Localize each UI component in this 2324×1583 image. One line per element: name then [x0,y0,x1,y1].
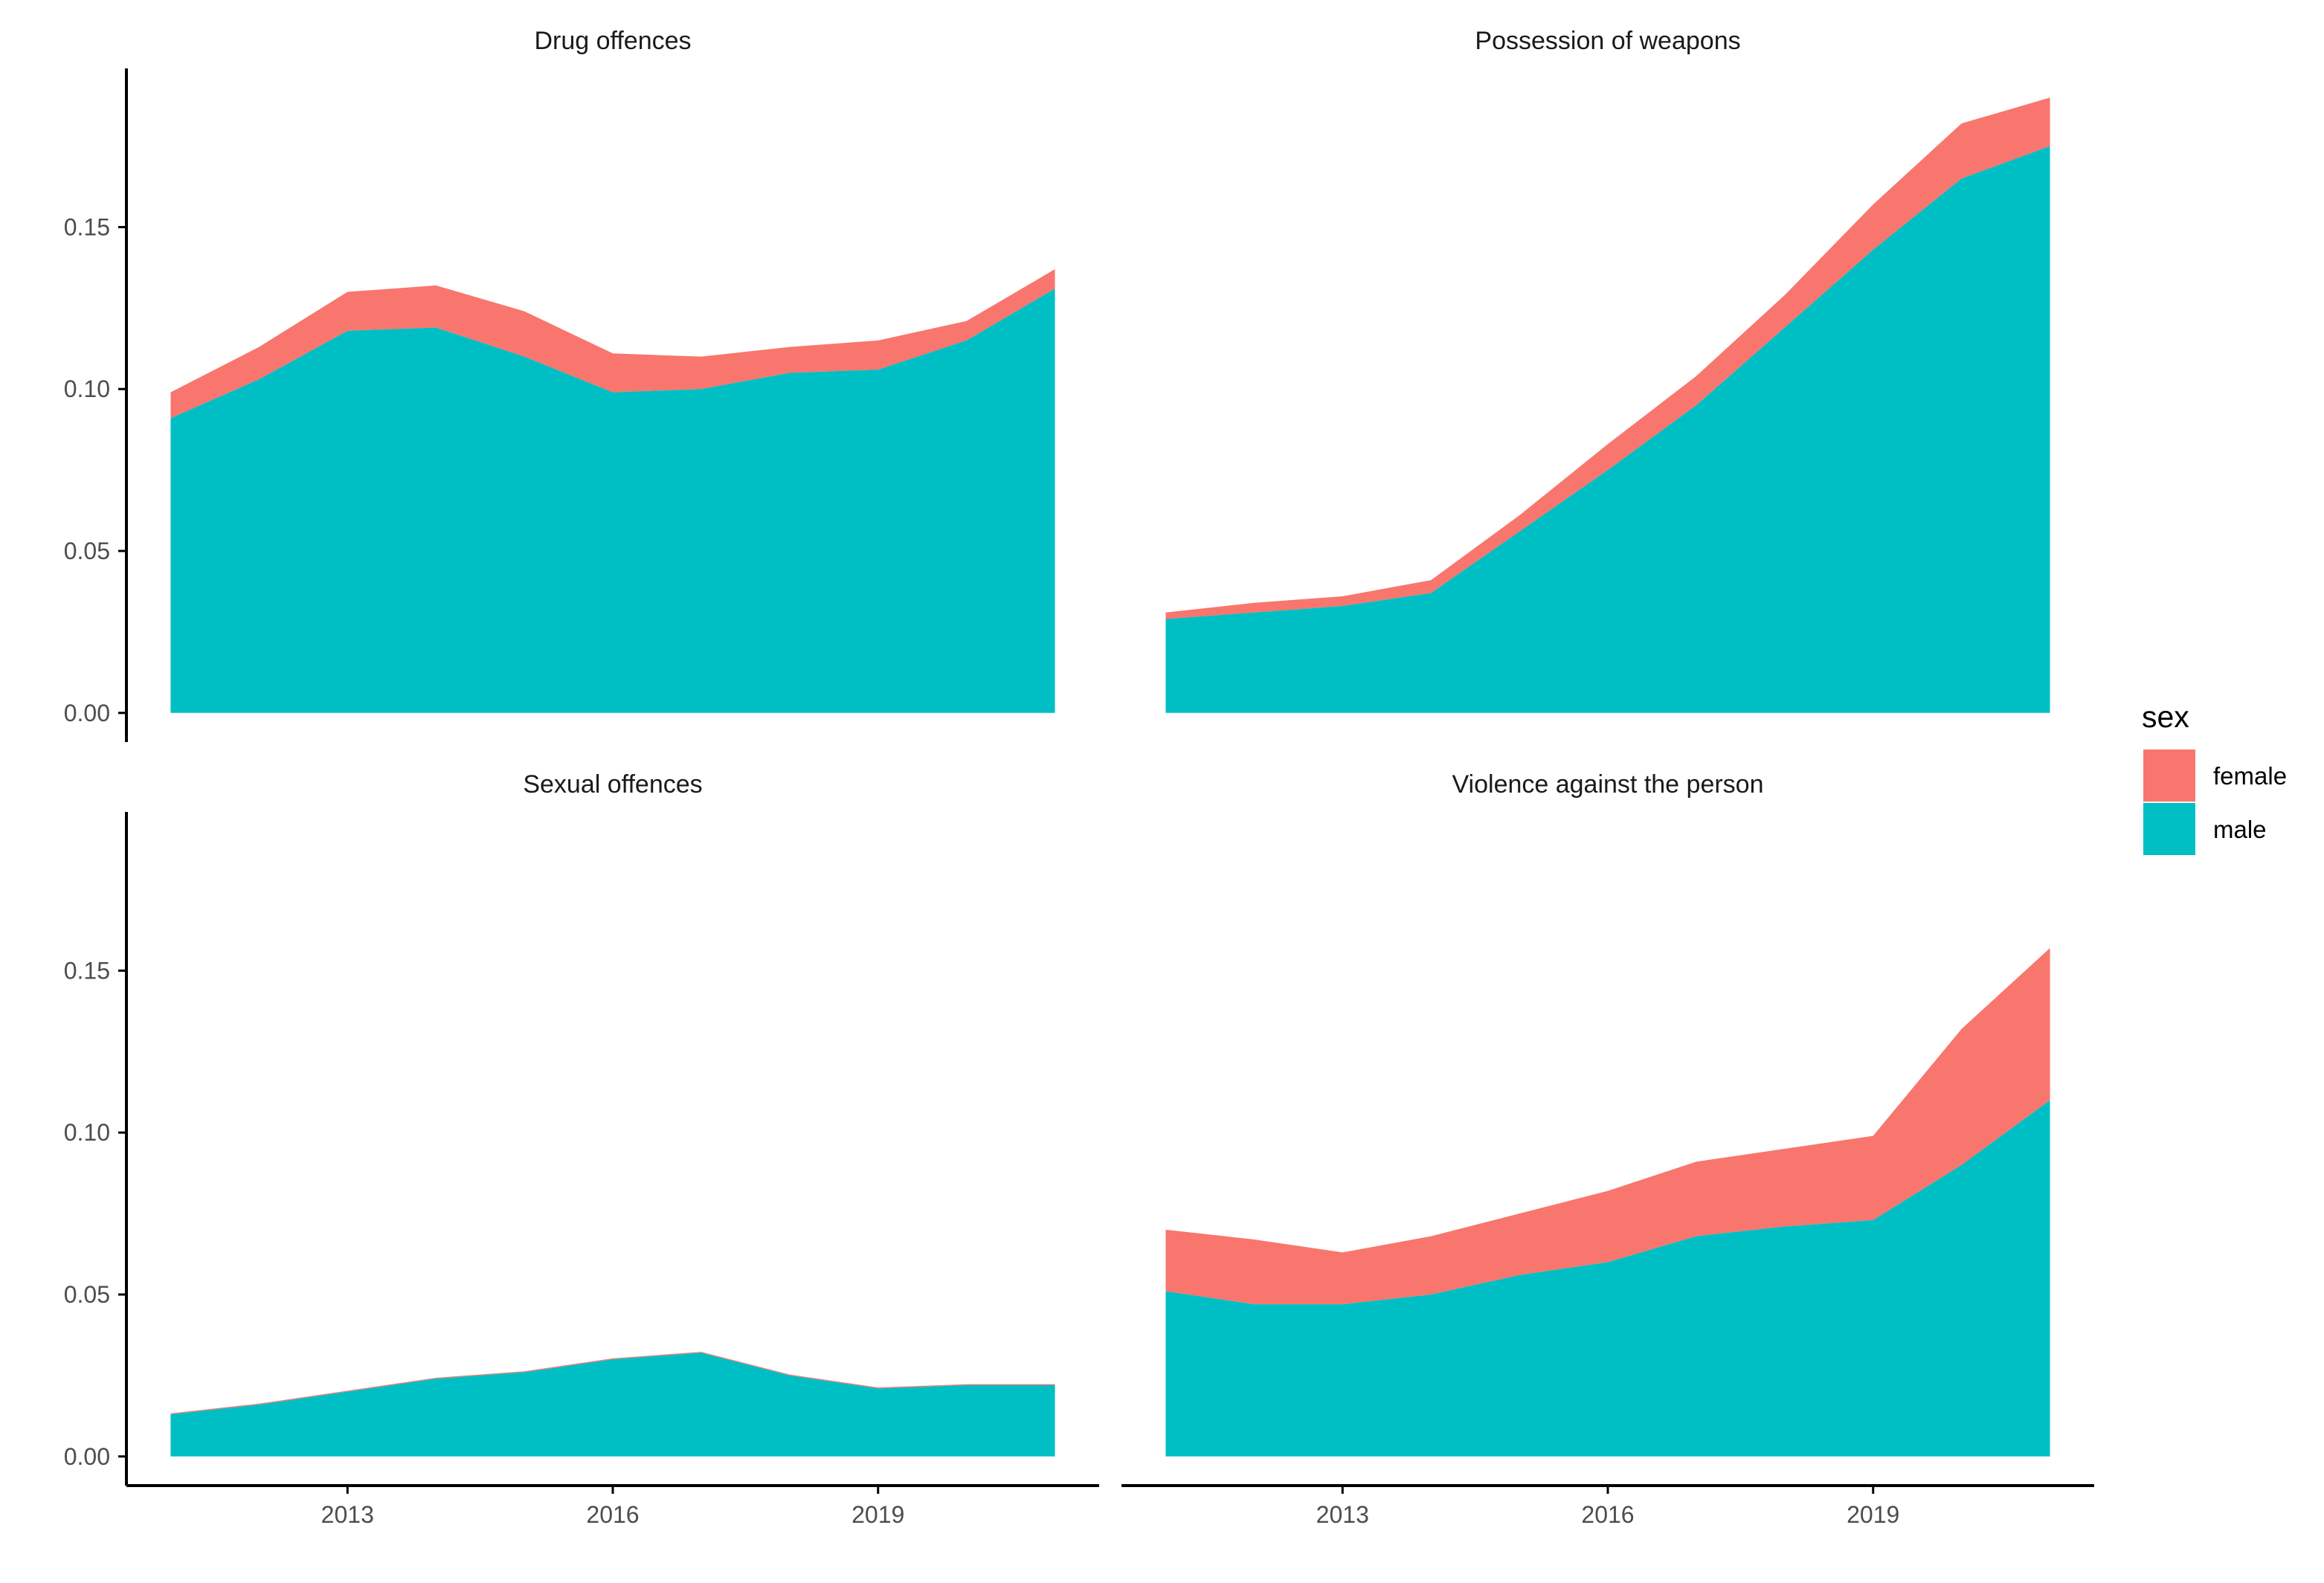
legend: sex female male [2142,700,2287,855]
legend-key-male [2143,803,2195,855]
y-tick-label: 0.15 [64,957,110,984]
x-tick-label: 2019 [852,1501,904,1528]
y-tick-label: 0.10 [64,1119,110,1146]
facet-title: Violence against the person [1452,770,1763,799]
facet-title: Drug offences [534,27,691,55]
panel-possession-of-weapons: Possession of weapons [1165,27,2050,713]
facet-title: Possession of weapons [1475,27,1740,55]
area-female [1165,97,2050,619]
legend-label-male: male [2213,816,2267,843]
area-male [1165,1100,2050,1457]
x-tick-label: 2016 [1581,1501,1634,1528]
area-female [170,269,1055,419]
x-tick-label: 2019 [1847,1501,1899,1528]
legend-key-female [2143,749,2195,802]
panel-sexual-offences: Sexual offences 0.00 0.05 0.10 0.15 2013 2016 2… [64,770,1099,1528]
x-tick-label: 2016 [586,1501,639,1528]
panel-drug-offences: Drug offences 0.00 0.05 0.10 0.15 [64,27,1055,742]
y-tick-label: 0.10 [64,375,110,402]
x-tick-label: 2013 [1316,1501,1369,1528]
y-tick-label: 0.05 [64,538,110,564]
area-male [170,288,1055,713]
area-male [170,1353,1055,1457]
area-female [1165,947,2050,1305]
y-tick-label: 0.05 [64,1281,110,1308]
facet-title: Sexual offences [523,770,702,799]
panel-violence-against-the-person: Violence against the person 2013 2016 2019 [1121,770,2094,1528]
y-tick-label: 0.15 [64,213,110,240]
y-tick-label: 0.00 [64,700,110,726]
y-tick-label: 0.00 [64,1443,110,1470]
legend-label-female: female [2213,762,2287,790]
area-male [1165,146,2050,713]
x-tick-label: 2013 [321,1501,374,1528]
legend-title: sex [2142,700,2189,734]
